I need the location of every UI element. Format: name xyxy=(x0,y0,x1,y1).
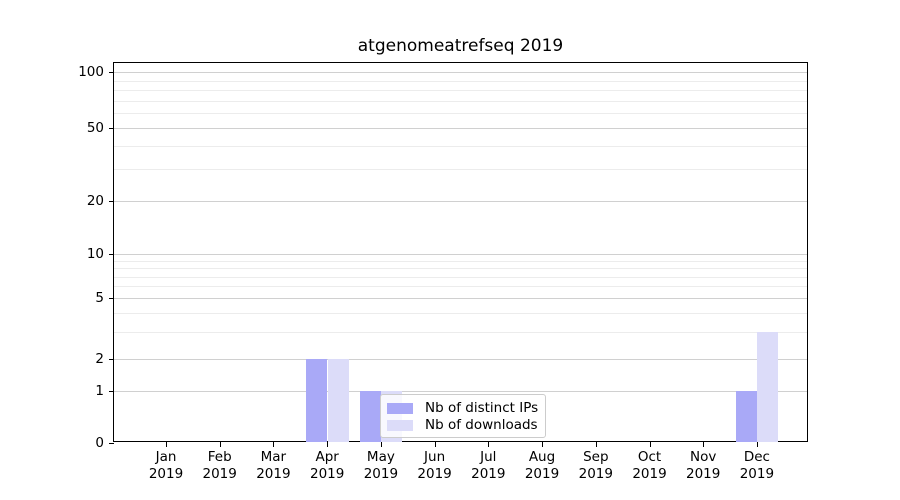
plot-area: 0 1 2 5 10 20 50 100 Jan 2019 Feb 2019 Mar 2019 Apr… xyxy=(78,62,808,482)
x-tick-mark-oct xyxy=(649,442,651,447)
x-tick-mark-feb xyxy=(219,442,221,447)
y-tick-label-2: 2 xyxy=(95,351,104,367)
y-tick-mark-10 xyxy=(109,254,114,255)
x-tick-mark-nov xyxy=(703,442,705,447)
x-tick-mark-may xyxy=(380,442,382,447)
gridline-minor xyxy=(114,80,807,82)
x-tick-mark-mar xyxy=(273,442,275,447)
gridline-major-100 xyxy=(114,72,807,73)
y-tick-label-0: 0 xyxy=(95,435,104,451)
y-tick-label-100: 100 xyxy=(78,64,104,80)
bar-downloads-apr xyxy=(327,359,349,442)
bar-downloads-dec xyxy=(757,332,779,442)
gridline-minor xyxy=(114,90,807,91)
x-tick-label-sep: Sep 2019 xyxy=(578,449,613,482)
gridline-major-2 xyxy=(114,359,807,360)
gridline-minor xyxy=(114,332,807,333)
y-tick-label-20: 20 xyxy=(86,193,104,209)
y-tick-mark-20 xyxy=(109,201,114,202)
y-tick-mark-50 xyxy=(109,128,114,129)
y-tick-label-1: 1 xyxy=(95,383,104,399)
x-tick-label-feb: Feb 2019 xyxy=(202,449,237,482)
legend-swatch-distinct-ips-icon xyxy=(387,403,413,414)
gridline-minor xyxy=(114,145,807,147)
y-tick-label-50: 50 xyxy=(86,120,104,136)
y-tick-label-10: 10 xyxy=(86,246,104,262)
legend: Nb of distinct IPs Nb of downloads xyxy=(380,394,546,438)
legend-item-distinct-ips: Nb of distinct IPs xyxy=(387,400,539,417)
y-tick-mark-1 xyxy=(109,391,114,392)
gridline-minor xyxy=(114,100,807,102)
x-tick-label-dec: Dec 2019 xyxy=(739,449,775,482)
gridline-minor xyxy=(114,268,807,270)
bar-distinct-ips-may xyxy=(359,391,381,442)
x-tick-label-aug: Aug 2019 xyxy=(524,449,560,482)
y-tick-label-5: 5 xyxy=(95,290,104,306)
x-tick-label-may: May 2019 xyxy=(363,449,399,482)
gridline-major-5 xyxy=(114,298,807,299)
x-tick-mark-apr xyxy=(327,442,329,447)
x-tick-label-apr: Apr 2019 xyxy=(310,449,345,482)
chart-title: atgenomeatrefseq 2019 xyxy=(357,36,564,56)
x-tick-label-mar: Mar 2019 xyxy=(256,449,291,482)
x-tick-label-nov: Nov 2019 xyxy=(686,449,721,482)
gridline-major-20 xyxy=(114,201,807,202)
legend-swatch-downloads-icon xyxy=(387,420,413,431)
gridline-major-50 xyxy=(114,128,807,129)
gridline-minor xyxy=(114,276,807,278)
gridline-minor xyxy=(114,260,807,262)
y-tick-mark-0 xyxy=(109,443,114,444)
legend-label-downloads: Nb of downloads xyxy=(425,417,538,433)
y-tick-mark-5 xyxy=(109,298,114,299)
x-tick-mark-jul xyxy=(488,442,490,447)
x-tick-mark-jan xyxy=(166,442,167,447)
x-tick-mark-aug xyxy=(542,442,543,447)
gridline-minor xyxy=(114,168,807,170)
gridline-minor xyxy=(114,113,807,115)
gridline-major-1 xyxy=(114,391,807,392)
x-tick-mark-jun xyxy=(434,442,436,447)
legend-label-distinct-ips: Nb of distinct IPs xyxy=(425,400,539,416)
x-tick-label-oct: Oct 2019 xyxy=(632,449,667,482)
bar-distinct-ips-dec xyxy=(735,391,757,442)
x-tick-label-jun: Jun 2019 xyxy=(417,449,452,482)
x-tick-label-jul: Jul 2019 xyxy=(471,449,506,482)
legend-item-downloads: Nb of downloads xyxy=(387,417,539,434)
gridline-minor xyxy=(114,312,807,314)
gridline-minor xyxy=(114,286,807,288)
x-tick-label-jan: Jan 2019 xyxy=(148,449,184,482)
y-tick-mark-2 xyxy=(109,359,114,360)
x-tick-mark-dec xyxy=(756,442,758,447)
gridline-major-10 xyxy=(114,254,807,255)
y-tick-mark-100 xyxy=(109,72,114,73)
bar-distinct-ips-apr xyxy=(306,359,328,442)
x-tick-mark-sep xyxy=(595,442,597,447)
